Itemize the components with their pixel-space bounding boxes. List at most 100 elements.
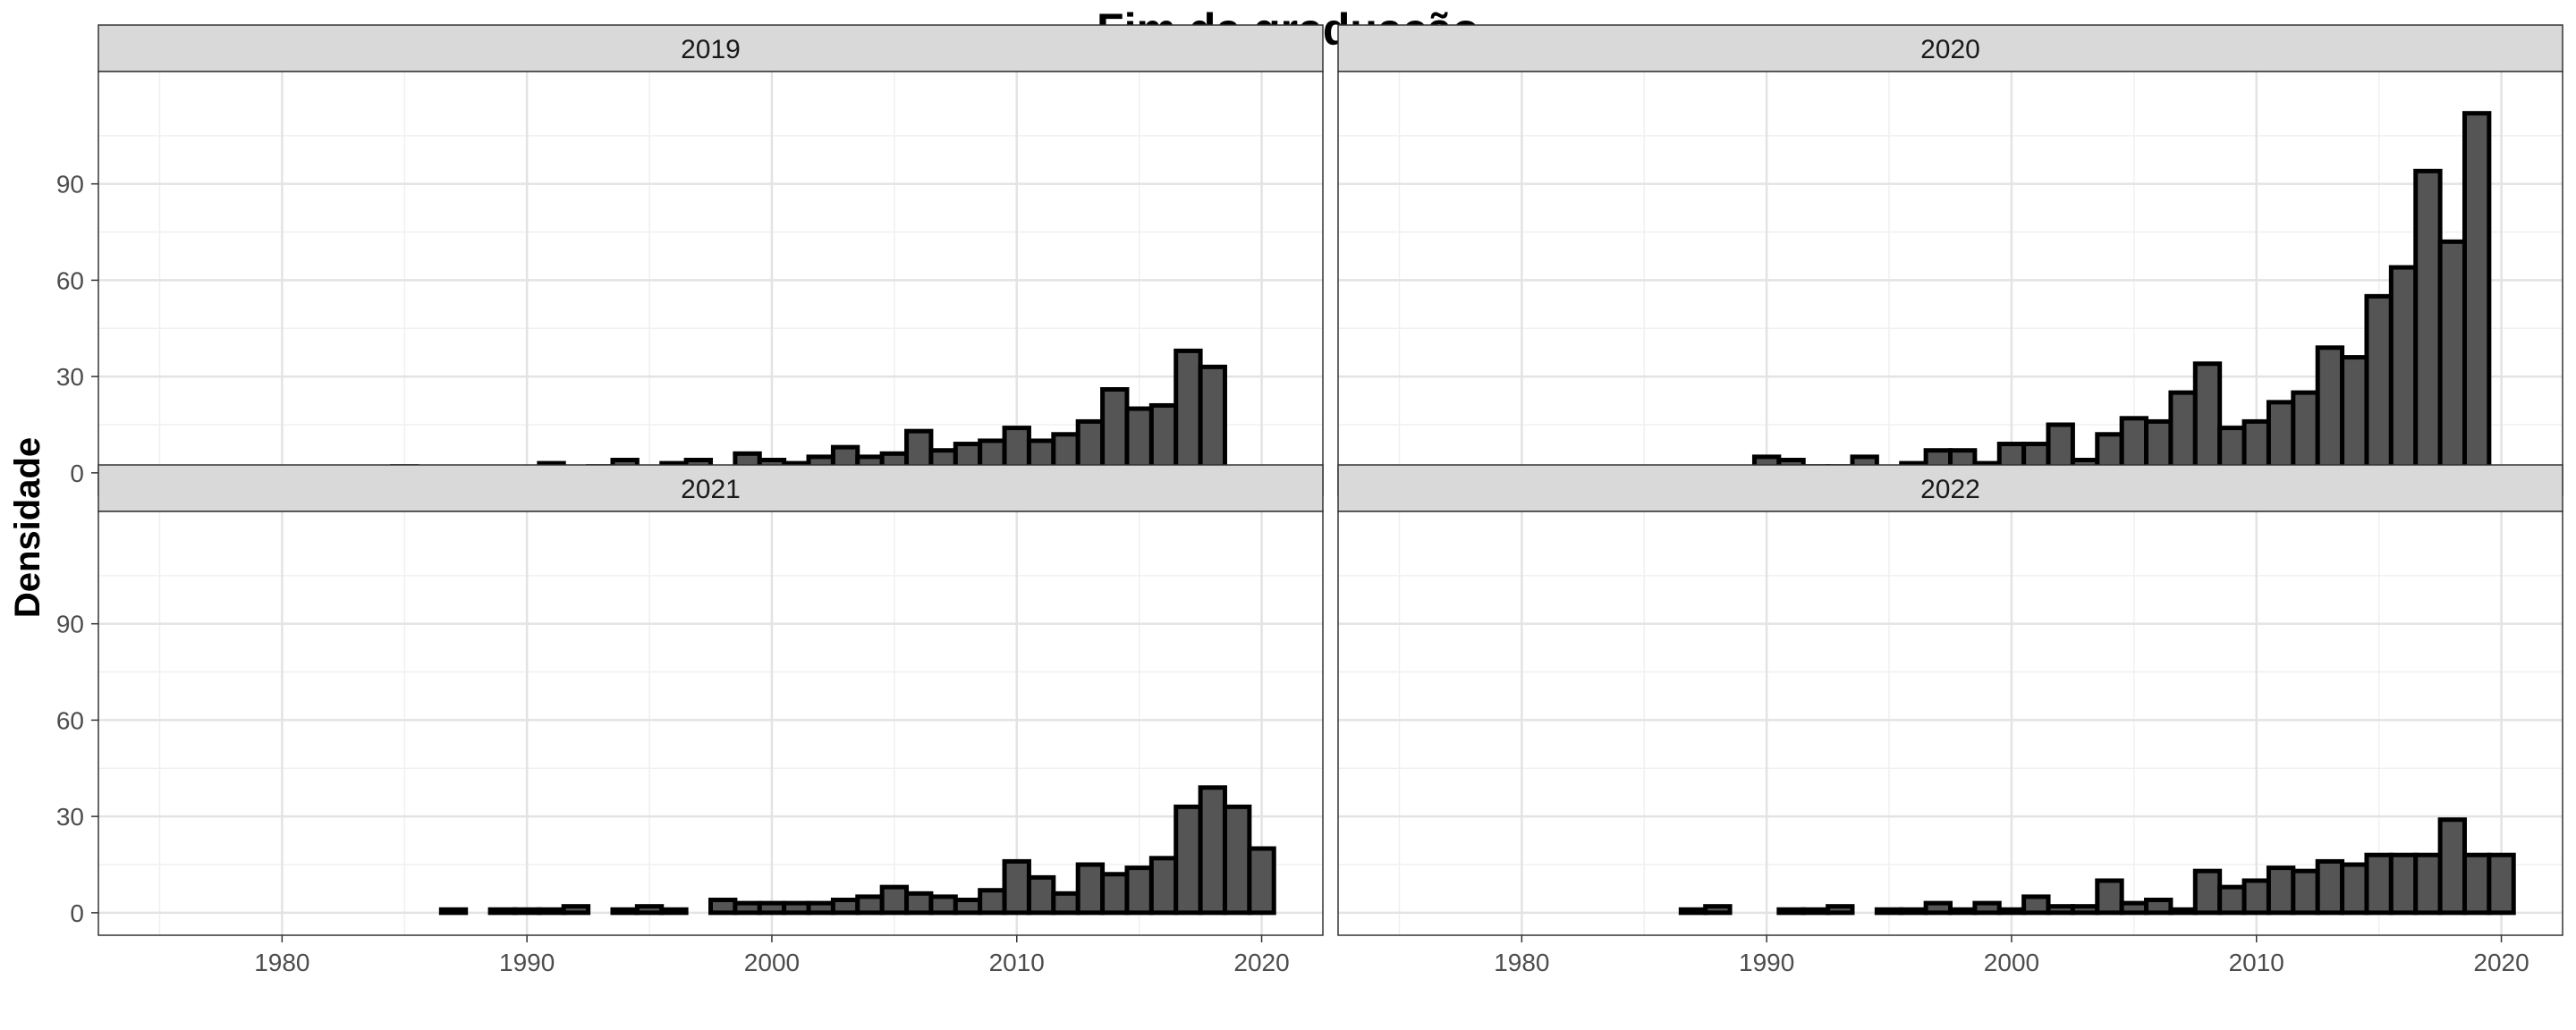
panel-border: [1337, 511, 2563, 936]
y-tick-label: 90: [56, 171, 84, 198]
facet-strip: [97, 24, 1324, 72]
facet-strip-label: 2022: [1920, 475, 1980, 504]
histogram-bar: [1100, 387, 1130, 476]
facet-panel-2020: 2020: [1337, 24, 2563, 496]
y-tick-label: 30: [56, 363, 84, 391]
facet-panel-2022: 2022 1980 1990 2000 2010 2020: [1337, 464, 2563, 976]
histogram-bar: [2437, 239, 2467, 476]
histogram-bar: [2315, 858, 2345, 916]
histogram-bar: [928, 894, 958, 916]
histogram-bar: [2266, 865, 2296, 916]
histogram-bar: [1174, 804, 1203, 916]
histogram-bar: [1776, 907, 1806, 916]
histogram-bar: [2192, 361, 2223, 476]
facet-strip: [1337, 24, 2563, 72]
histogram-bar: [1051, 891, 1080, 916]
y-tick-label: 60: [56, 706, 84, 734]
histogram-bar: [512, 907, 542, 916]
histogram-bar: [1247, 846, 1276, 916]
histogram-bar: [806, 900, 835, 916]
y-tick-label: 90: [56, 611, 84, 638]
histogram-bar: [2340, 862, 2369, 916]
facet-strip: [1337, 464, 2563, 512]
histogram-bar: [904, 891, 934, 916]
histogram-bar: [2241, 878, 2271, 916]
histogram-bar: [2315, 345, 2345, 476]
histogram-bar: [1026, 874, 1056, 916]
histogram-bar: [1222, 804, 1252, 916]
x-tick-label: 2000: [1984, 949, 2039, 976]
histogram-bar: [1972, 900, 2002, 916]
histogram-bar: [2168, 390, 2198, 476]
histogram-bar: [487, 907, 517, 916]
histogram-bar: [2413, 852, 2443, 916]
histogram-bar: [1996, 907, 2027, 916]
histogram-bar: [2266, 400, 2296, 476]
x-tick-label: 2020: [2473, 949, 2529, 976]
histogram-bar: [2095, 878, 2124, 916]
histogram-bar: [782, 900, 811, 916]
histogram-bar: [537, 907, 566, 916]
histogram-bar: [757, 900, 787, 916]
histogram-bar: [2291, 868, 2320, 916]
histogram-bar: [2437, 817, 2467, 916]
histogram-bar: [1801, 907, 1831, 916]
facet-strip-label: 2021: [681, 475, 741, 504]
histogram-bar: [2364, 293, 2394, 476]
histogram-bar: [561, 904, 591, 916]
histogram-bar: [1100, 872, 1130, 916]
histogram-bar: [1874, 907, 1904, 916]
histogram-bar: [953, 898, 983, 916]
histogram-bar: [2413, 168, 2443, 476]
histogram-bar: [1148, 402, 1179, 476]
histogram-bar: [1678, 907, 1708, 916]
histogram-bar: [2192, 868, 2223, 916]
histogram-bar: [855, 894, 885, 916]
histogram-bar: [1198, 785, 1227, 916]
histogram-bar: [438, 907, 469, 916]
x-tick-label: 1980: [254, 949, 309, 976]
y-tick-label: 30: [56, 803, 84, 831]
histogram-bar: [830, 898, 860, 916]
x-tick-label: 2010: [2229, 949, 2284, 976]
histogram-bar: [1124, 865, 1154, 916]
histogram-bar: [1124, 406, 1154, 476]
histogram-bar: [1923, 900, 1953, 916]
y-axis-label: Densidade: [8, 437, 47, 618]
x-tick-label: 2020: [1233, 949, 1289, 976]
facet-strip-label: 2020: [1920, 35, 1980, 64]
histogram-bar: [1174, 348, 1203, 476]
histogram-bar: [1002, 858, 1031, 916]
y-tick-label: 60: [56, 266, 84, 294]
y-tick-label: 0: [70, 899, 84, 927]
histogram-bar: [2364, 852, 2394, 916]
histogram-bar: [2046, 904, 2075, 916]
histogram-bar: [2340, 355, 2369, 476]
x-tick-label: 1990: [499, 949, 555, 976]
facet-panel-2019: 2019 0 30 60 90: [56, 24, 1324, 496]
facet-panel-2021: 2021 0 30 60 90 1980 1990 2000 2010 2020: [56, 464, 1324, 976]
histogram-bar: [1899, 907, 1928, 916]
histogram-bar: [2119, 900, 2149, 916]
histogram-bar: [610, 907, 640, 916]
x-tick-label: 2000: [744, 949, 800, 976]
histogram-bar: [2144, 898, 2174, 916]
histogram-bar: [1826, 904, 1855, 916]
histogram-bar: [2070, 904, 2100, 916]
histogram-bar: [733, 900, 762, 916]
histogram-bar: [1148, 856, 1179, 916]
x-tick-label: 1990: [1739, 949, 1794, 976]
histogram-bar: [708, 898, 738, 916]
x-tick-label: 2010: [989, 949, 1045, 976]
histogram-bar: [2021, 894, 2051, 916]
panel-border: [97, 511, 1324, 936]
histogram-bar: [2291, 390, 2320, 476]
histogram-bar: [2217, 884, 2247, 916]
histogram-bar: [2119, 416, 2149, 476]
histogram-bar: [2388, 852, 2419, 916]
histogram-bar: [2462, 852, 2492, 916]
histogram-bar: [1198, 364, 1227, 476]
histogram-bar: [2388, 265, 2419, 476]
